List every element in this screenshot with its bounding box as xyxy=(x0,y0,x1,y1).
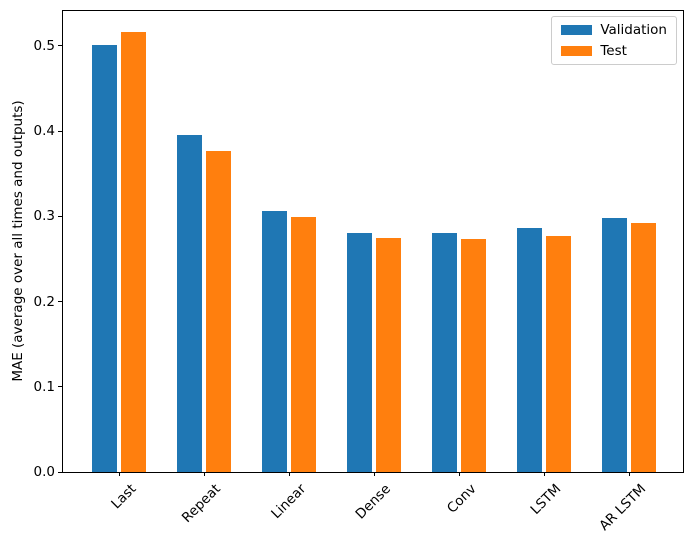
x-tick xyxy=(628,472,630,476)
bar-test-dense xyxy=(376,238,401,472)
y-tick-label-0.5: 0.5 xyxy=(33,37,55,54)
bar-validation-ar-lstm xyxy=(602,218,627,472)
legend: Validation Test xyxy=(551,16,677,65)
legend-entry-validation: Validation xyxy=(561,22,667,38)
y-tick-label-0.2: 0.2 xyxy=(33,293,55,310)
x-tick-label-repeat: Repeat xyxy=(179,481,225,526)
x-tick-label-linear: Linear xyxy=(268,481,310,522)
y-tick xyxy=(58,471,62,473)
legend-entry-test: Test xyxy=(561,43,667,59)
legend-swatch-test xyxy=(561,46,593,56)
x-tick xyxy=(458,472,460,476)
bar-validation-repeat xyxy=(177,135,202,472)
bar-test-lstm xyxy=(546,236,571,472)
legend-label-validation: Validation xyxy=(600,22,667,38)
x-tick xyxy=(543,472,545,476)
x-tick-label-last: Last xyxy=(108,481,140,513)
bar-test-repeat xyxy=(206,151,231,472)
bar-test-linear xyxy=(291,217,316,472)
x-tick-label-lstm: LSTM xyxy=(527,481,565,518)
x-tick xyxy=(288,472,290,476)
bar-validation-conv xyxy=(432,233,457,472)
x-tick-label-dense: Dense xyxy=(352,481,395,523)
y-tick xyxy=(58,130,62,132)
y-tick-label-0.0: 0.0 xyxy=(33,464,55,480)
y-tick-label-0.4: 0.4 xyxy=(33,123,55,140)
bar-test-ar-lstm xyxy=(631,223,656,472)
bar-validation-last xyxy=(92,45,117,472)
legend-swatch-validation xyxy=(561,25,593,35)
x-tick-label-conv: Conv xyxy=(443,481,480,517)
bar-validation-linear xyxy=(262,211,287,472)
bar-validation-lstm xyxy=(517,228,542,472)
x-tick xyxy=(373,472,375,476)
y-tick-label-0.1: 0.1 xyxy=(33,378,55,395)
y-tick xyxy=(58,386,62,388)
x-tick-label-ar-lstm: AR LSTM xyxy=(596,481,650,534)
plot-area: Validation Test 0.0 0.1 0.2 0.3 0.4 0.5 Last Re… xyxy=(34,10,684,534)
y-tick xyxy=(58,301,62,303)
bar-test-conv xyxy=(461,239,486,472)
y-axis-label: MAE (average over all times and outputs) xyxy=(10,100,26,382)
bar-test-last xyxy=(121,32,146,472)
x-tick xyxy=(118,472,120,476)
y-tick xyxy=(58,45,62,47)
y-tick-label-0.3: 0.3 xyxy=(33,208,55,225)
y-tick xyxy=(58,215,62,217)
bar-validation-dense xyxy=(347,233,372,472)
x-tick xyxy=(203,472,205,476)
legend-label-test: Test xyxy=(600,43,627,59)
